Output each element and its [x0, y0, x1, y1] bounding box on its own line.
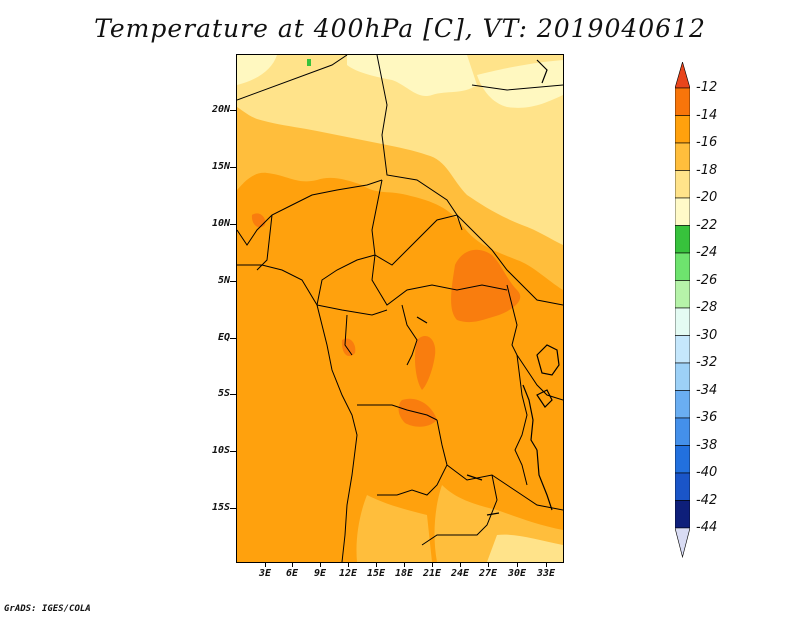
lat-tick — [230, 224, 236, 225]
colorbar-segment — [675, 500, 690, 529]
colorbar-segment — [675, 197, 690, 226]
colorbar-label: -24 — [696, 245, 718, 260]
colorbar-segment — [675, 335, 690, 364]
colorbar-label: -34 — [696, 383, 718, 398]
lat-label: 10S — [211, 445, 230, 456]
lon-label: 21E — [422, 568, 442, 579]
colorbar-segment — [675, 87, 690, 116]
colorbar-label: -28 — [696, 300, 718, 315]
colorbar-segment — [675, 390, 690, 419]
lon-tick — [320, 563, 321, 567]
lat-tick — [230, 508, 236, 509]
colorbar-segment — [675, 225, 690, 254]
colorbar-segment — [675, 307, 690, 336]
colorbar-label: -40 — [696, 465, 718, 480]
lon-label: 12E — [338, 568, 358, 579]
colorbar-top-triangle — [675, 62, 690, 89]
lat-label: 15N — [211, 161, 230, 172]
lat-tick — [230, 281, 236, 282]
colorbar-segment — [675, 252, 690, 281]
lon-label: 18E — [394, 568, 414, 579]
colorbar-segment — [675, 115, 690, 144]
colorbar-label: -38 — [696, 438, 718, 453]
lat-label: 10N — [211, 218, 230, 229]
colorbar-label: -16 — [696, 135, 718, 150]
lon-tick — [460, 563, 461, 567]
country-borders — [237, 55, 563, 562]
lon-tick — [546, 563, 547, 567]
lon-label: 33E — [536, 568, 556, 579]
lon-label: 3E — [258, 568, 272, 579]
lat-label: EQ — [217, 332, 230, 343]
colorbar-segment — [675, 280, 690, 309]
lon-label: 15E — [366, 568, 386, 579]
field-band-lt-minus20 — [477, 60, 563, 108]
field-green-speck — [307, 59, 311, 66]
colorbar-label: -36 — [696, 410, 718, 425]
lat-label: 15S — [211, 502, 230, 513]
chart-title: Temperature at 400hPa [C], VT: 201904061… — [94, 14, 706, 43]
lon-label: 24E — [450, 568, 470, 579]
map-panel[interactable] — [236, 54, 564, 563]
lon-tick — [488, 563, 489, 567]
colorbar-label: -22 — [696, 218, 718, 233]
field-band-south-minus20 — [487, 534, 563, 562]
lat-label: 5S — [217, 388, 230, 399]
colorbar-segment — [675, 142, 690, 171]
colorbar-label: -26 — [696, 273, 718, 288]
colorbar-segment — [675, 417, 690, 446]
colorbar-label: -12 — [696, 80, 718, 95]
lon-tick — [517, 563, 518, 567]
lon-tick — [376, 563, 377, 567]
colorbar-segment — [675, 445, 690, 474]
lat-tick — [230, 110, 236, 111]
colorbar-label: -32 — [696, 355, 718, 370]
colorbar-segment — [675, 170, 690, 199]
field-warm-center — [414, 335, 436, 390]
lat-label: 20N — [211, 104, 230, 115]
lakes-and-rivers — [416, 59, 560, 516]
colorbar-label: -18 — [696, 163, 718, 178]
credit-text: GrADS: IGES/COLA — [4, 604, 91, 614]
lat-tick — [230, 167, 236, 168]
lon-label: 27E — [478, 568, 498, 579]
colorbar-segment — [675, 362, 690, 391]
colorbar-segment — [675, 472, 690, 501]
lon-tick — [432, 563, 433, 567]
lon-label: 30E — [507, 568, 527, 579]
colorbar-bottom-triangle — [675, 527, 690, 558]
lon-tick — [265, 563, 266, 567]
colorbar-label: -44 — [696, 520, 718, 535]
temperature-field-map — [237, 55, 563, 562]
colorbar-label: -14 — [696, 108, 718, 123]
lat-tick — [230, 394, 236, 395]
field-band-south-left — [356, 495, 432, 562]
lat-label: 5N — [217, 275, 230, 286]
lon-label: 6E — [285, 568, 299, 579]
field-band-lt-minus20 — [237, 55, 277, 85]
lon-tick — [348, 563, 349, 567]
colorbar-label: -30 — [696, 328, 718, 343]
field-warm-nw — [251, 213, 266, 228]
lon-label: 9E — [313, 568, 327, 579]
colorbar — [675, 62, 690, 558]
lon-tick — [292, 563, 293, 567]
lon-tick — [404, 563, 405, 567]
lat-tick — [230, 451, 236, 452]
colorbar-label: -42 — [696, 493, 718, 508]
colorbar-label: -20 — [696, 190, 718, 205]
field-band-minus20 — [237, 55, 563, 245]
lat-tick — [230, 338, 236, 339]
